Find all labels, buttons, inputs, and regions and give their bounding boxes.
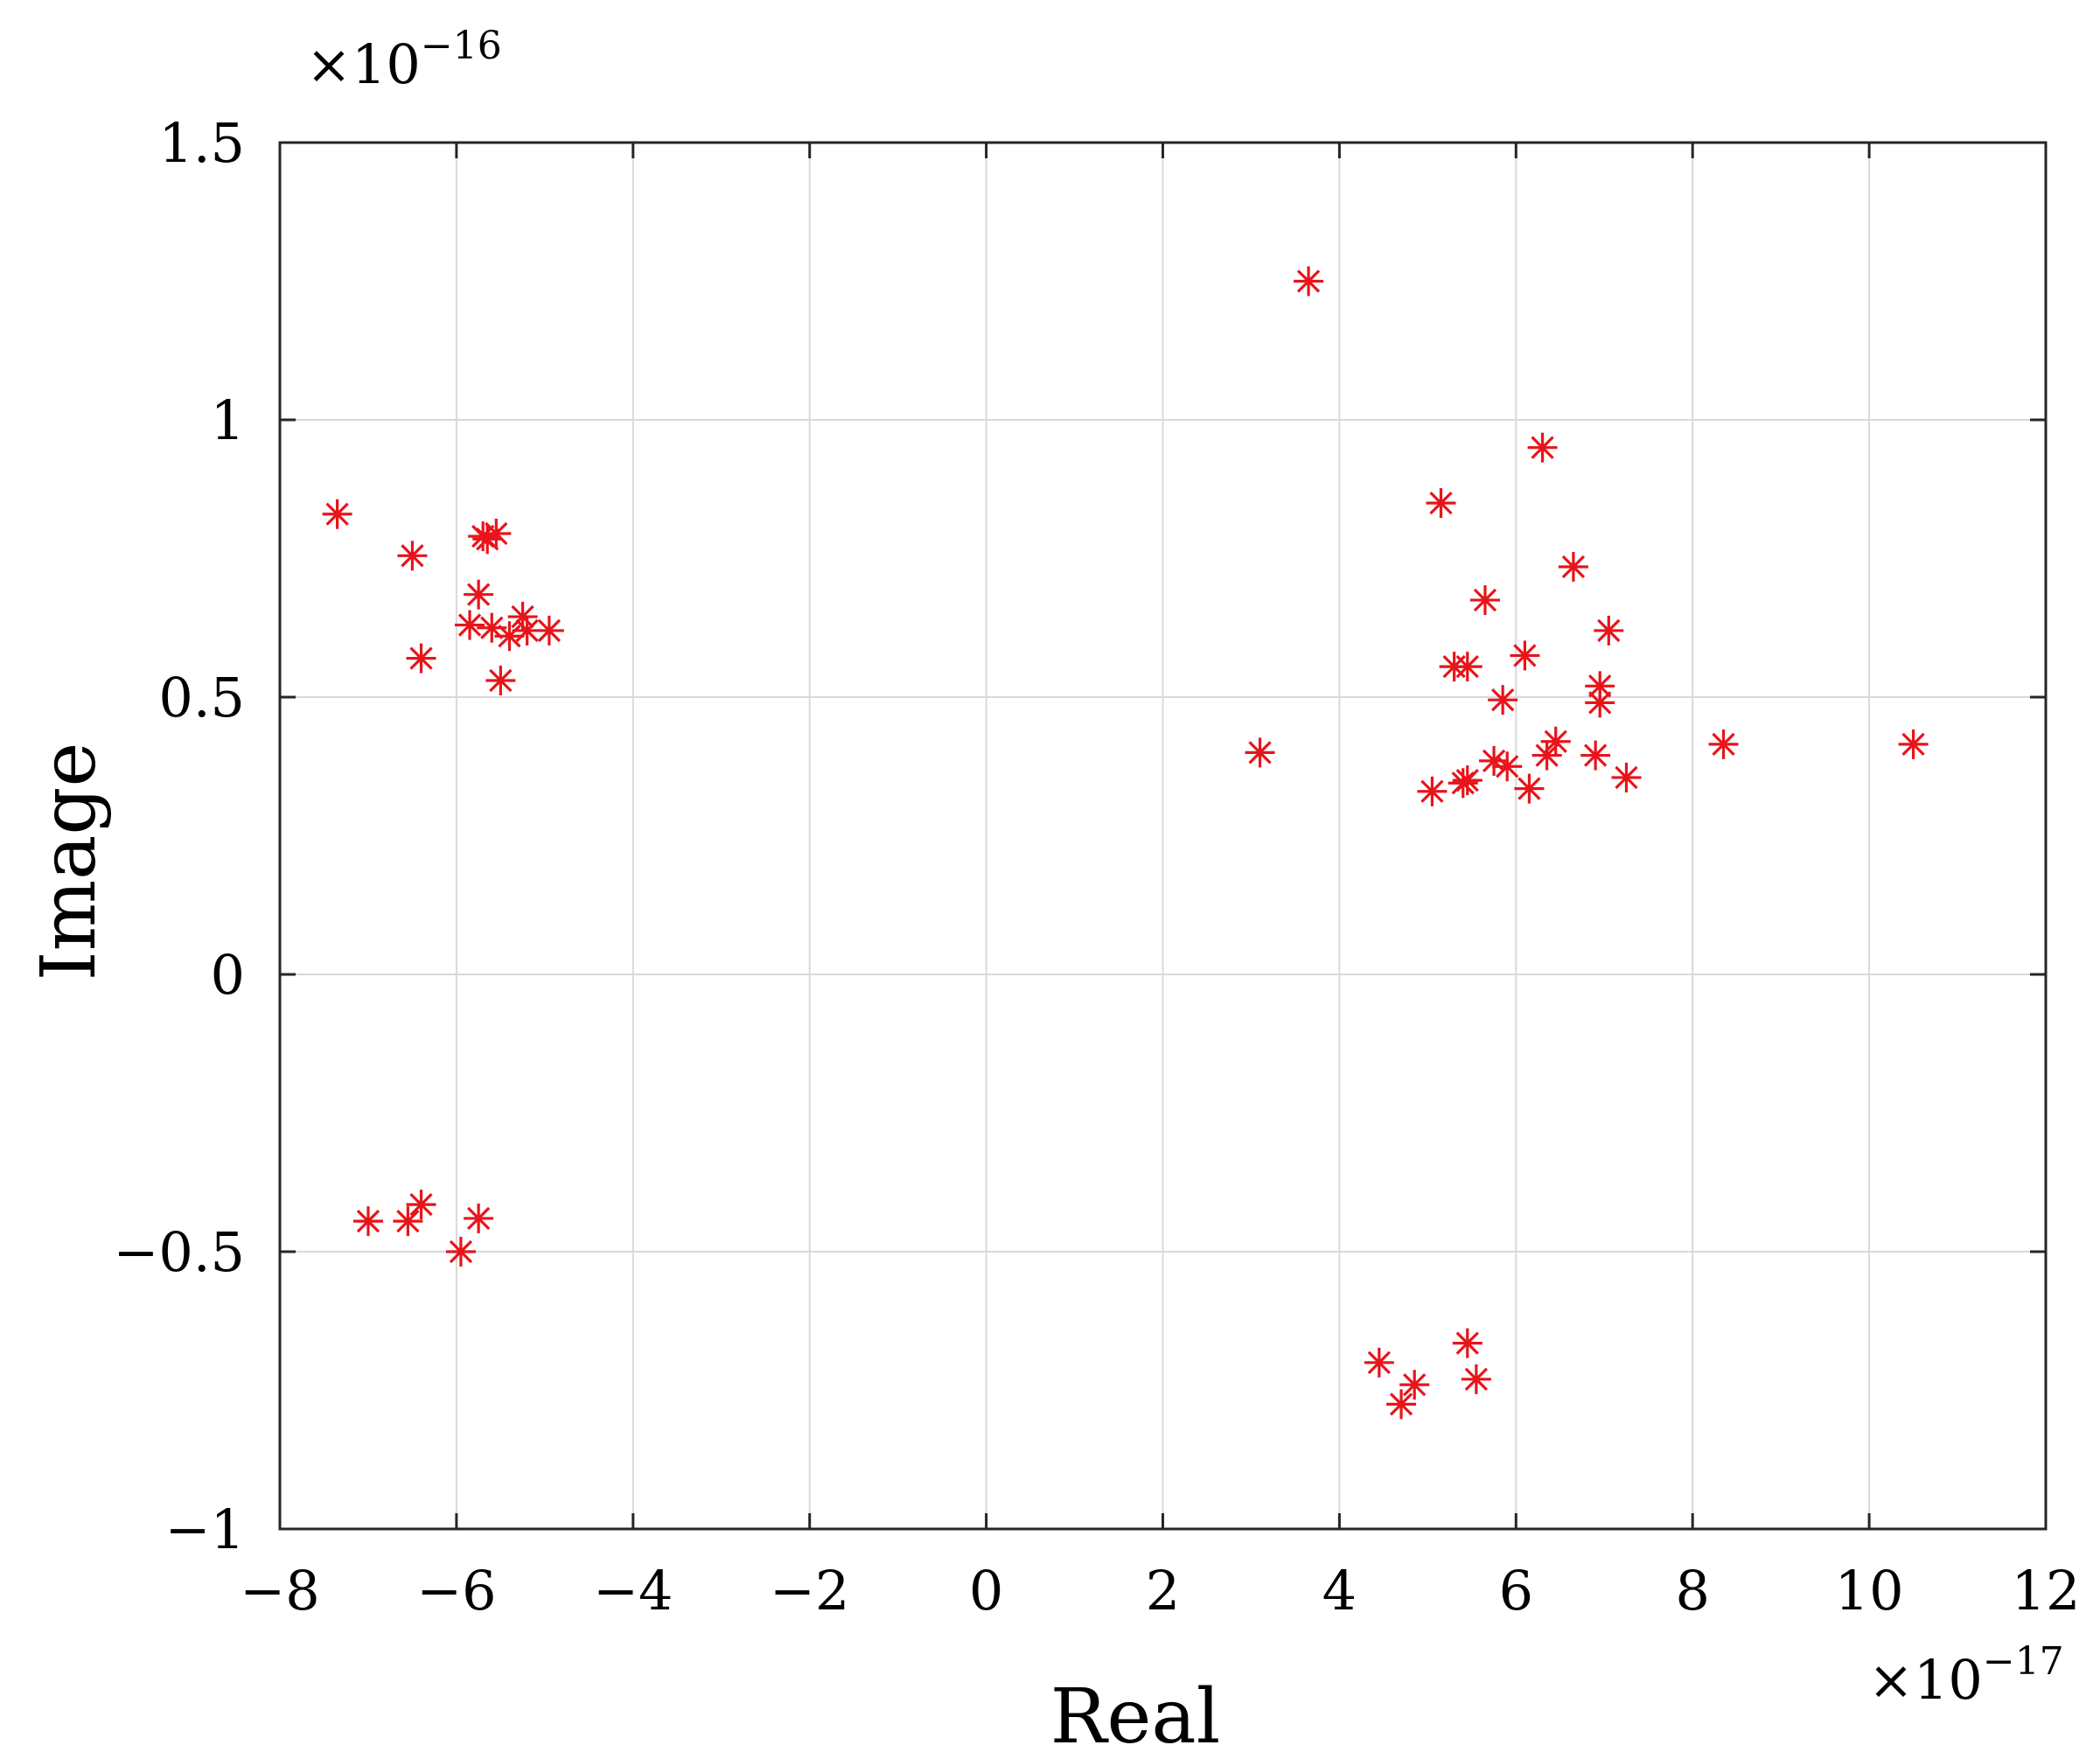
- data-point: [406, 1190, 436, 1220]
- y-multiplier-exponent: −16: [421, 24, 502, 68]
- data-point: [1898, 729, 1929, 759]
- x-tick-label: 10: [1835, 1559, 1904, 1623]
- data-point: [1580, 740, 1611, 771]
- grid-lines: [279, 142, 2047, 1530]
- data-point: [464, 1203, 494, 1233]
- data-point: [512, 615, 542, 646]
- data-point: [1426, 488, 1456, 519]
- y-tick-label: −0.5: [113, 1220, 245, 1284]
- data-point: [1514, 773, 1545, 804]
- x-tick-label: 8: [1675, 1559, 1709, 1623]
- x-tick-label: 12: [2012, 1559, 2081, 1623]
- data-point: [445, 1237, 476, 1267]
- y-tick-labels: 1.5 1 0.5 0 −0.5 −1: [113, 111, 245, 1561]
- data-point: [1708, 729, 1739, 759]
- data-point: [534, 615, 564, 646]
- x-axis-multiplier: ×10−17: [1868, 1639, 2064, 1712]
- data-point: [1364, 1347, 1394, 1378]
- x-multiplier-base: ×10: [1868, 1648, 1983, 1712]
- data-point: [464, 579, 494, 610]
- y-multiplier-base: ×10: [306, 32, 421, 96]
- data-points: [322, 266, 1929, 1420]
- data-point: [455, 610, 485, 640]
- y-tick-label: 0: [211, 943, 245, 1007]
- data-point: [481, 518, 512, 548]
- data-point: [397, 541, 428, 571]
- x-tick-label: 6: [1499, 1559, 1533, 1623]
- x-multiplier-exponent: −17: [1983, 1639, 2064, 1684]
- data-point: [1558, 552, 1588, 583]
- data-point: [1386, 1389, 1417, 1420]
- x-tick-label: −2: [770, 1559, 849, 1623]
- data-point: [406, 643, 436, 674]
- data-point: [1452, 1328, 1483, 1358]
- x-tick-label: 0: [969, 1559, 1003, 1623]
- x-tick-label: 4: [1322, 1559, 1357, 1623]
- data-point: [1461, 1364, 1491, 1394]
- x-tick-label: −4: [593, 1559, 673, 1623]
- data-point: [485, 665, 516, 695]
- y-tick-label: 1.5: [158, 111, 245, 175]
- y-axis-multiplier: ×10−16: [306, 24, 502, 96]
- data-point: [1585, 688, 1615, 718]
- y-tick-label: −1: [165, 1497, 245, 1561]
- data-point: [1294, 266, 1324, 297]
- tick-marks: [278, 141, 2048, 1531]
- data-point: [494, 621, 525, 652]
- data-point: [1479, 745, 1510, 776]
- data-point: [507, 602, 538, 632]
- data-point: [1448, 768, 1478, 799]
- x-tick-label: 2: [1146, 1559, 1180, 1623]
- data-point: [1527, 432, 1558, 463]
- data-point: [1510, 640, 1540, 671]
- data-point: [1531, 740, 1562, 771]
- x-tick-label: −8: [240, 1559, 319, 1623]
- data-point: [393, 1206, 423, 1237]
- data-point: [1488, 685, 1518, 715]
- data-point: [1452, 652, 1483, 682]
- data-point: [1469, 585, 1500, 616]
- x-axis-title: Real: [1050, 1673, 1220, 1759]
- data-point: [1594, 615, 1624, 646]
- x-tick-labels: −8 −6 −4 −2 0 2 4 6 8 10 12: [240, 1559, 2080, 1623]
- data-point: [1492, 751, 1523, 782]
- data-point: [352, 1206, 383, 1237]
- data-point: [322, 499, 352, 529]
- y-tick-label: 1: [211, 388, 245, 452]
- data-point: [472, 524, 503, 555]
- y-tick-label: 0.5: [158, 666, 245, 729]
- y-axis-title: Image: [25, 743, 113, 981]
- data-point: [1417, 776, 1448, 806]
- x-tick-label: −6: [416, 1559, 496, 1623]
- data-point: [1245, 737, 1275, 768]
- data-point: [1611, 762, 1642, 792]
- data-point: [1399, 1370, 1430, 1400]
